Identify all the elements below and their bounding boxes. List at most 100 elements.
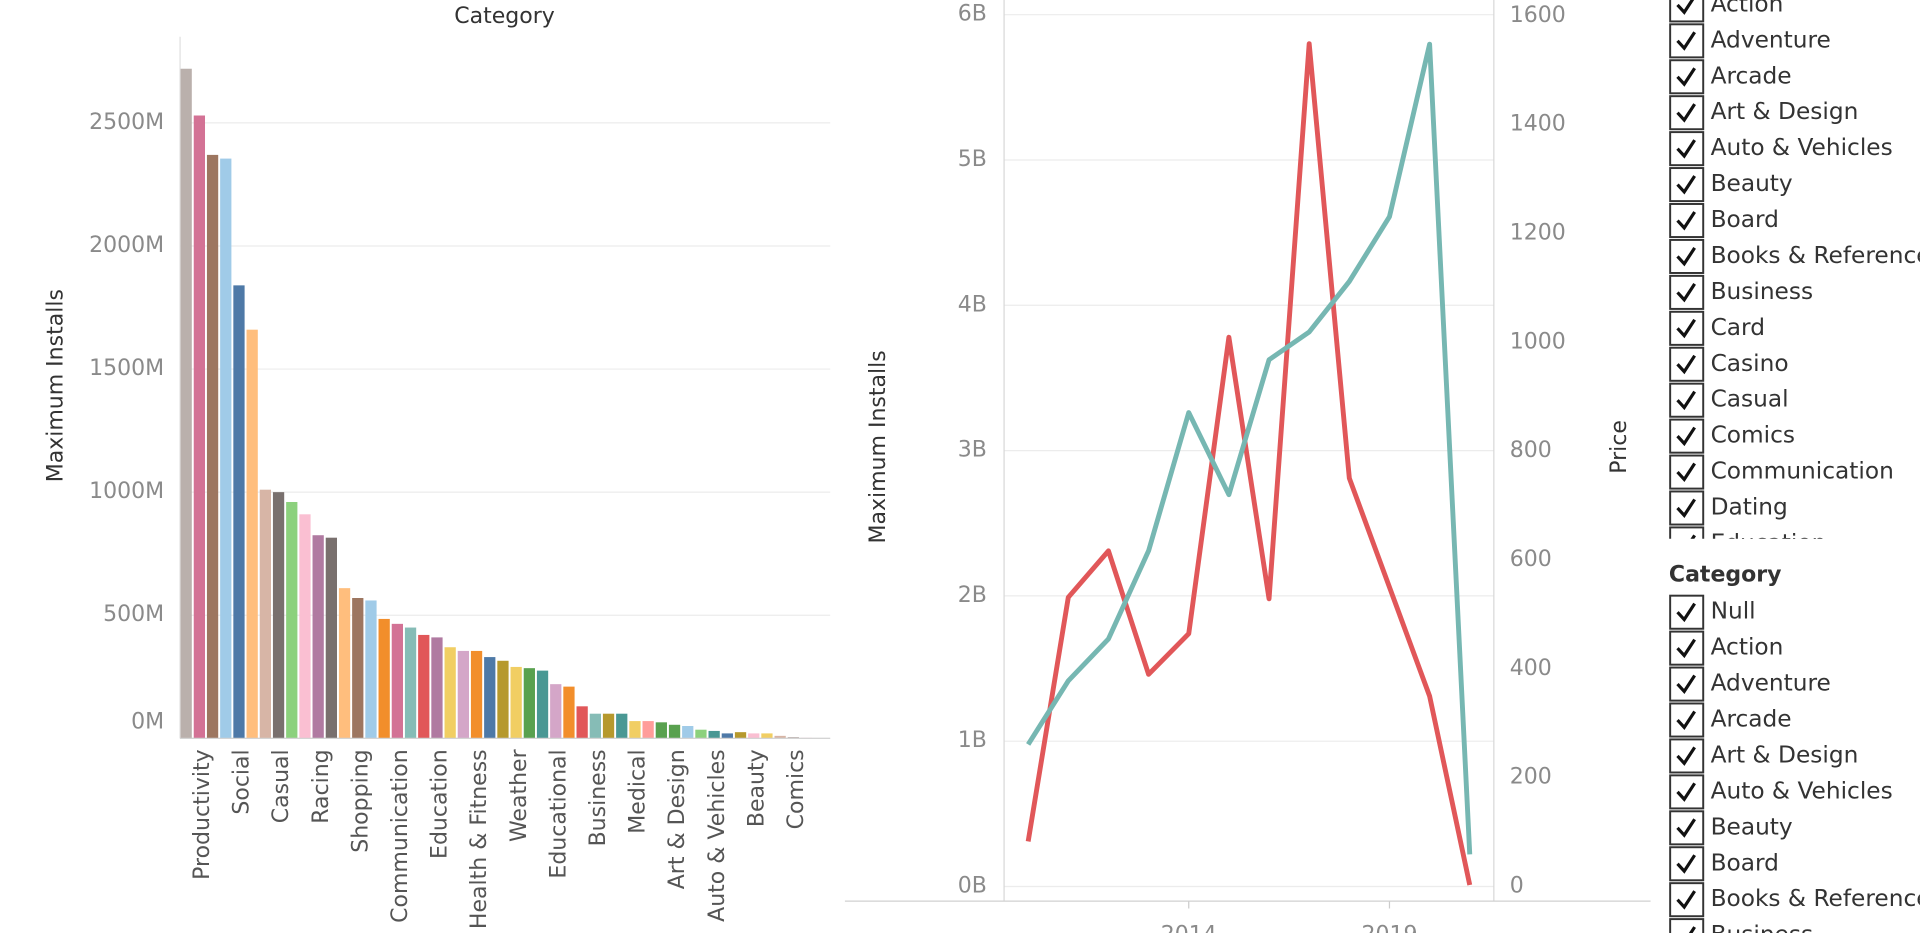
filter-item[interactable]: Arcade: [1669, 59, 1792, 95]
filter-label: Action: [1711, 634, 1784, 661]
bar: [259, 489, 272, 739]
x-tick-label: Auto & Vehicles: [705, 749, 730, 921]
checkbox[interactable]: [1669, 666, 1705, 702]
y2-tick-label: 200: [1510, 765, 1552, 790]
bar: [312, 535, 324, 739]
checkbox[interactable]: [1669, 630, 1705, 666]
filter-items: Action Adventure Arcade Art & Design Auto & …: [1669, 0, 1920, 560]
checkbox[interactable]: [1669, 774, 1705, 810]
filter-label: Null: [1711, 598, 1756, 625]
filter-item[interactable]: Board: [1669, 846, 1779, 882]
filter-item[interactable]: Communication: [1669, 454, 1894, 490]
filter-item[interactable]: Dating: [1669, 490, 1788, 526]
filter-item[interactable]: Card: [1669, 310, 1765, 346]
x-tick-label: Casual: [269, 749, 294, 823]
checkbox[interactable]: [1669, 59, 1705, 95]
checkbox[interactable]: [1669, 738, 1705, 774]
bar: [418, 634, 430, 739]
filter-item[interactable]: Comics: [1669, 418, 1795, 454]
bar: [246, 329, 258, 739]
y-tick-label: 2000M: [89, 233, 164, 258]
y-tick-label: 2500M: [89, 110, 164, 135]
checkbox[interactable]: [1669, 238, 1705, 274]
filter-item[interactable]: Arcade: [1669, 702, 1792, 738]
checkbox[interactable]: [1669, 810, 1705, 846]
bar: [550, 684, 562, 739]
filter-item[interactable]: Business: [1669, 274, 1813, 310]
bar: [668, 724, 681, 739]
check-mark: [1676, 318, 1696, 339]
filter-label: Art & Design: [1711, 741, 1859, 768]
y2-tick-label: 1200: [1510, 221, 1566, 246]
checkbox[interactable]: [1669, 310, 1705, 346]
filter-item[interactable]: Art & Design: [1669, 738, 1859, 774]
checkbox[interactable]: [1669, 594, 1705, 630]
x-tick-label: Beauty: [744, 749, 769, 827]
filter-list: Action Adventure Arcade Art & Design Auto & …: [1669, 0, 1920, 560]
checkbox[interactable]: [1669, 274, 1705, 310]
bar: [457, 650, 469, 739]
checkbox[interactable]: [1669, 382, 1705, 418]
bar: [523, 668, 535, 739]
checkbox[interactable]: [1669, 526, 1705, 560]
checkbox[interactable]: [1669, 454, 1705, 490]
filter-label: Auto & Vehicles: [1711, 134, 1893, 161]
check-mark: [1676, 782, 1696, 802]
filter-item[interactable]: Education: [1669, 526, 1827, 560]
x-tick-label: Communication: [388, 749, 413, 923]
filter-item[interactable]: Beauty: [1669, 810, 1793, 846]
filter-item[interactable]: Casino: [1669, 346, 1789, 382]
check-mark: [1688, 926, 1696, 933]
y-tick-label: 1000M: [89, 479, 164, 504]
bar: [695, 729, 707, 739]
checkbox[interactable]: [1669, 203, 1705, 239]
filter-label: Education: [1711, 529, 1827, 556]
filter-label: Board: [1711, 849, 1779, 876]
checkbox[interactable]: [1669, 918, 1705, 933]
checkbox[interactable]: [1669, 95, 1705, 131]
filter-label: Card: [1711, 314, 1765, 341]
checkbox[interactable]: [1669, 490, 1705, 526]
bar: [510, 666, 522, 739]
filter-item[interactable]: Books & Reference: [1669, 882, 1920, 918]
bar: [299, 514, 311, 739]
checkbox[interactable]: [1669, 167, 1705, 203]
filter-item[interactable]: Beauty: [1669, 167, 1793, 203]
filter-item[interactable]: Casual: [1669, 382, 1789, 418]
line-chart: Maximum Installs Price 0B 1B 2B 3B 4B 5B 6B 0 200 4…: [844, 0, 1651, 933]
filter-item[interactable]: Auto & Vehicles: [1669, 131, 1893, 167]
bar: [589, 713, 601, 739]
check-mark: [1676, 211, 1696, 231]
bar: [180, 68, 192, 739]
bar: [365, 600, 377, 739]
filter-item[interactable]: Auto & Vehicles: [1669, 774, 1893, 810]
filter-item[interactable]: Adventure: [1669, 23, 1831, 59]
filter-item[interactable]: Board: [1669, 203, 1779, 239]
filter-item[interactable]: Action: [1669, 0, 1783, 23]
checkbox[interactable]: [1669, 23, 1705, 59]
filter-item[interactable]: Adventure: [1669, 666, 1831, 702]
y-tick-label: 6B: [958, 2, 987, 27]
checkbox[interactable]: [1669, 882, 1705, 918]
chart-title: Category: [454, 4, 555, 29]
filter-item[interactable]: Books & Reference: [1669, 238, 1920, 274]
filter-item[interactable]: Action: [1669, 630, 1784, 666]
line-series: [1026, 41, 1473, 855]
checkbox[interactable]: [1669, 702, 1705, 738]
filter-item[interactable]: Business: [1669, 918, 1813, 933]
checkbox[interactable]: [1669, 131, 1705, 167]
filter-label: Dating: [1711, 494, 1788, 521]
x-tick-label: Education: [428, 749, 453, 859]
filter-list: Category Null Action Adventure Arcade Art & D…: [1669, 562, 1920, 933]
checkbox[interactable]: [1669, 846, 1705, 882]
check-mark: [1676, 498, 1696, 518]
filter-label: Auto & Vehicles: [1711, 777, 1893, 804]
checkbox[interactable]: [1669, 346, 1705, 382]
checkbox[interactable]: [1669, 418, 1705, 454]
check-mark: [1676, 139, 1696, 159]
filter-label: Beauty: [1711, 170, 1793, 197]
filter-item[interactable]: Null: [1669, 594, 1756, 630]
check-mark: [1676, 426, 1696, 447]
check-mark: [1676, 674, 1696, 695]
filter-item[interactable]: Art & Design: [1669, 95, 1858, 131]
